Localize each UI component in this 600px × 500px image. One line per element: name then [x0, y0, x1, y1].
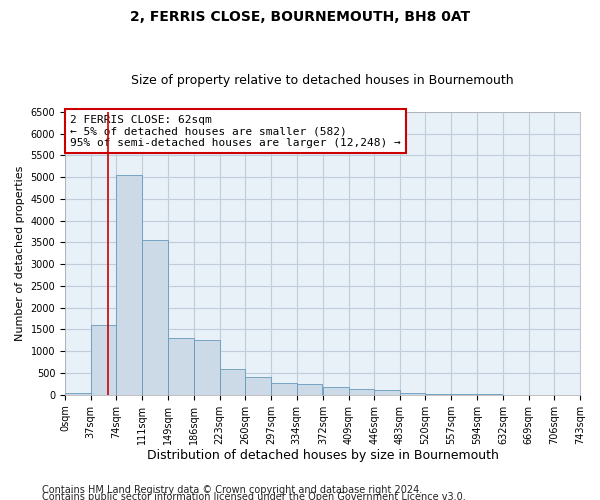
Bar [245, 378, 271, 394]
Text: 2, FERRIS CLOSE, BOURNEMOUTH, BH8 0AT: 2, FERRIS CLOSE, BOURNEMOUTH, BH8 0AT [130, 10, 470, 24]
Bar [296, 384, 322, 394]
Bar [194, 340, 220, 394]
Y-axis label: Number of detached properties: Number of detached properties [15, 166, 25, 341]
Bar [374, 390, 400, 394]
Bar [65, 392, 91, 394]
Bar [168, 338, 194, 394]
Bar [116, 175, 142, 394]
Bar [271, 382, 296, 394]
Text: 2 FERRIS CLOSE: 62sqm
← 5% of detached houses are smaller (582)
95% of semi-deta: 2 FERRIS CLOSE: 62sqm ← 5% of detached h… [70, 114, 401, 148]
Bar [142, 240, 167, 394]
X-axis label: Distribution of detached houses by size in Bournemouth: Distribution of detached houses by size … [146, 450, 499, 462]
Text: Contains HM Land Registry data © Crown copyright and database right 2024.: Contains HM Land Registry data © Crown c… [42, 485, 422, 495]
Bar [220, 368, 245, 394]
Bar [349, 389, 374, 394]
Text: Contains public sector information licensed under the Open Government Licence v3: Contains public sector information licen… [42, 492, 466, 500]
Title: Size of property relative to detached houses in Bournemouth: Size of property relative to detached ho… [131, 74, 514, 87]
Bar [323, 387, 349, 394]
Bar [91, 325, 116, 394]
